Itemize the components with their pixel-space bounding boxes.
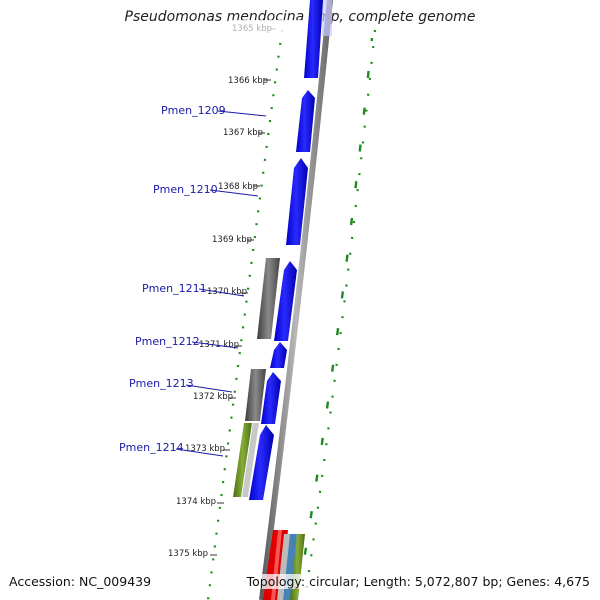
kbp-label-1375: 1375 kbp	[168, 549, 208, 559]
accession-text: Accession: NC_009439	[9, 574, 152, 589]
kbp-label-1367: 1367 kbp	[223, 128, 263, 138]
cds-feature-pmen-1214	[249, 425, 274, 500]
kbp-label-1373: 1373 kbp	[185, 444, 225, 454]
cds-feature-pmen-1210	[286, 158, 308, 245]
gene-label-pmen-1214: Pmen_1214	[119, 441, 184, 454]
leader-line	[198, 288, 245, 297]
kbp-label-1372: 1372 kbp	[193, 392, 233, 402]
cds-feature-pmen-1209	[296, 90, 315, 152]
cds-feature	[304, 0, 323, 78]
leader-line	[185, 384, 233, 393]
gene-label-pmen-1212: Pmen_1212	[135, 335, 200, 348]
kbp-label-1374: 1374 kbp	[176, 497, 216, 507]
kbp-label-1365: 1365 kbp	[232, 24, 272, 34]
leader-line	[209, 189, 259, 197]
rna-track	[233, 423, 259, 497]
gray-feature	[257, 258, 280, 339]
cds-feature-pmen-1212	[270, 342, 287, 368]
leader-line	[191, 341, 239, 349]
gene-label-pmen-1213: Pmen_1213	[129, 377, 194, 390]
kbp-label-1370: 1370 kbp	[207, 287, 247, 297]
other-cds-track	[245, 258, 280, 421]
genome-title: Pseudomonas mendocina ymp, complete geno…	[124, 9, 476, 25]
kbp-label-1368: 1368 kbp	[218, 182, 258, 192]
top-fade	[232, 20, 322, 38]
gc-track-outer-dash	[302, 37, 374, 561]
leader-line	[175, 448, 224, 457]
gc-track-inner	[206, 29, 284, 600]
leader-line	[217, 110, 267, 117]
gene-label-pmen-1211: Pmen_1211	[142, 282, 207, 295]
trna-feature	[233, 423, 252, 497]
misc-feature	[242, 423, 259, 497]
gene-label-pmen-1210: Pmen_1210	[153, 183, 218, 196]
gc-track-outer	[303, 29, 377, 600]
kbp-label-1366: 1366 kbp	[228, 76, 268, 86]
gray-feature	[245, 369, 266, 421]
gene-labels: Pmen_1209 Pmen_1210 Pmen_1211 Pmen_1212 …	[119, 104, 267, 457]
kbp-scale: 1365 kbp 1366 kbp 1367 kbp 1368 kbp 1369…	[168, 24, 276, 559]
gene-label-pmen-1209: Pmen_1209	[161, 104, 226, 117]
kbp-label-1371: 1371 kbp	[199, 340, 239, 350]
forward-cds-track	[249, 0, 323, 500]
cds-feature-pmen-1213	[261, 372, 281, 424]
genome-summary-text: Topology: circular; Length: 5,072,807 bp…	[246, 574, 590, 589]
kbp-label-1369: 1369 kbp	[212, 235, 252, 245]
feature-top-faint	[322, 0, 332, 36]
cds-feature-pmen-1211	[274, 261, 297, 341]
backbone	[259, 0, 333, 600]
